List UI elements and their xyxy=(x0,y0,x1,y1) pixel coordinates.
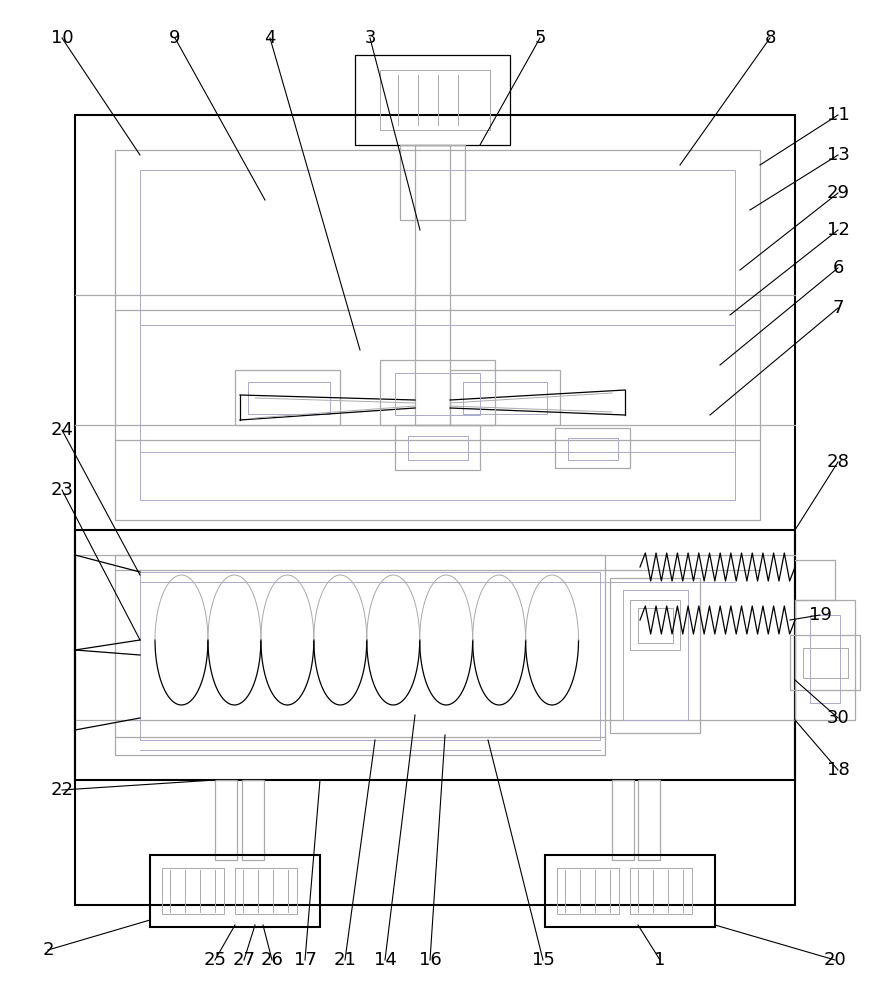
Text: 10: 10 xyxy=(51,29,73,47)
Bar xyxy=(555,428,630,468)
Bar xyxy=(790,635,860,690)
Text: 2: 2 xyxy=(42,941,54,959)
Text: 26: 26 xyxy=(261,951,283,969)
Bar xyxy=(150,855,320,927)
Bar xyxy=(795,600,855,720)
Bar xyxy=(545,855,715,927)
Text: 1: 1 xyxy=(654,951,665,969)
Bar xyxy=(380,70,490,130)
Text: 30: 30 xyxy=(827,709,849,727)
Text: 20: 20 xyxy=(824,951,847,969)
Bar xyxy=(395,373,480,415)
Text: 23: 23 xyxy=(51,481,73,499)
Bar xyxy=(400,145,465,220)
Text: 13: 13 xyxy=(827,146,849,164)
Text: 11: 11 xyxy=(827,106,849,124)
Text: 29: 29 xyxy=(827,184,849,202)
Bar xyxy=(803,648,848,678)
Text: 5: 5 xyxy=(535,29,546,47)
Bar xyxy=(75,115,795,905)
Bar xyxy=(75,530,795,780)
Bar xyxy=(415,145,450,425)
Text: 12: 12 xyxy=(827,221,849,239)
Text: 28: 28 xyxy=(827,453,849,471)
Bar xyxy=(610,578,700,733)
Bar xyxy=(380,360,495,425)
Bar xyxy=(235,370,340,425)
Bar xyxy=(242,780,264,860)
Bar xyxy=(810,615,840,703)
Text: 7: 7 xyxy=(832,299,844,317)
Bar xyxy=(557,868,619,914)
Bar xyxy=(450,370,560,425)
Text: 21: 21 xyxy=(334,951,357,969)
Bar xyxy=(395,425,480,470)
Text: 18: 18 xyxy=(827,761,849,779)
Text: 16: 16 xyxy=(419,951,441,969)
Bar xyxy=(248,382,330,414)
Bar xyxy=(638,608,673,643)
Bar xyxy=(140,572,600,740)
Bar xyxy=(140,170,735,500)
Bar xyxy=(568,438,618,460)
Bar xyxy=(463,382,547,414)
Bar xyxy=(115,555,605,755)
Bar xyxy=(408,436,468,460)
Text: 9: 9 xyxy=(169,29,181,47)
Text: 22: 22 xyxy=(51,781,73,799)
Text: 6: 6 xyxy=(832,259,844,277)
Text: 19: 19 xyxy=(808,606,831,624)
Text: 24: 24 xyxy=(51,421,73,439)
Bar xyxy=(115,150,760,520)
Bar xyxy=(355,55,510,145)
Text: 4: 4 xyxy=(264,29,276,47)
Bar xyxy=(162,868,224,914)
Text: 17: 17 xyxy=(294,951,317,969)
Bar xyxy=(630,600,680,650)
Text: 14: 14 xyxy=(373,951,397,969)
Bar xyxy=(235,868,297,914)
Text: 27: 27 xyxy=(233,951,255,969)
Text: 8: 8 xyxy=(765,29,776,47)
Bar xyxy=(612,780,634,860)
Bar xyxy=(623,590,688,720)
Text: 3: 3 xyxy=(364,29,376,47)
Bar xyxy=(630,868,692,914)
Text: 15: 15 xyxy=(532,951,555,969)
Bar xyxy=(638,780,660,860)
Text: 25: 25 xyxy=(203,951,227,969)
Bar xyxy=(215,780,237,860)
